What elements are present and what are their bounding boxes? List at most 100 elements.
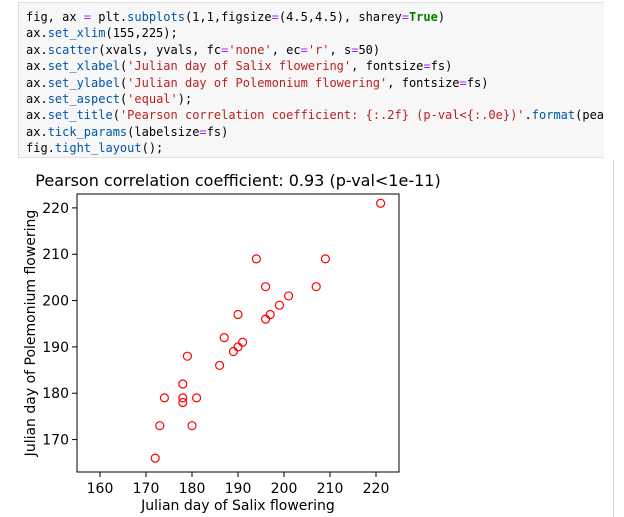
code-token: = [199,124,207,139]
x-tick-label: 160 [87,481,114,497]
data-point [233,309,243,320]
code-token: , fontsize [387,75,460,90]
code-token: ax. [26,75,48,90]
data-point [274,300,284,310]
code-line: ax.set_xlabel('Julian day of Salix flowe… [26,58,604,74]
code-token: 'equal' [127,91,178,106]
code-token: (labelsize [127,124,200,139]
code-token: ) [437,10,446,24]
y-tick-label: 190 [42,340,69,356]
data-point [155,421,165,431]
code-token: set_xlabel [47,59,120,74]
y-tick-label: 220 [42,201,69,217]
data-point [215,360,225,371]
code-line: ax.set_ylabel('Julian day of Polemonium … [26,75,604,91]
code-token: . [524,108,532,123]
code-token: ax. [26,108,48,123]
data-point [228,346,238,357]
code-cell[interactable]: fig, ax = plt.subplots(1,1,figsize=(4.5,… [18,2,604,158]
code-token: subplots [127,10,185,24]
code-token: 50) [358,42,381,57]
data-point [178,397,188,408]
code-token: = [423,59,431,74]
code-token: ( [112,108,120,123]
code-token: , s [329,42,352,57]
code-editor[interactable]: fig, ax = plt.subplots(1,1,figsize=(4.5,… [26,9,604,157]
code-token: set_aspect [47,91,120,106]
code-token: = [300,42,308,57]
code-token: ax. [26,26,48,41]
y-tick-label: 200 [42,294,69,310]
data-point [182,351,192,361]
code-token: True [408,10,438,24]
code-token: , fontsize [351,59,424,74]
data-point [150,453,160,463]
code-line: ax.set_title('Pearson correlation coeffi… [26,107,604,123]
x-tick-label: 200 [271,481,298,497]
code-token: ); [177,91,193,106]
code-line: ax.scatter(xvals, yvals, fc='none', ec='… [26,42,604,58]
code-token: = [459,75,467,90]
code-token: ax. [26,42,48,57]
x-tick-label: 180 [179,481,206,497]
data-point [219,333,229,343]
code-token: (155,225); [105,26,178,41]
cell-output: Pearson correlation coefficient: 0.93 (p… [0,160,612,517]
code-token: = [351,42,359,57]
data-points [150,198,386,463]
code-token: = [83,10,92,24]
data-point [238,337,248,347]
data-point [178,379,188,389]
x-tick-label: 190 [225,481,252,497]
code-token: ax. [26,59,48,74]
data-point [265,309,275,320]
code-token: fig, ax [26,10,84,24]
y-axis-label: Julian day of Polemonium flowering [23,210,39,458]
code-token: 'Julian day of Salix flowering' [127,59,352,74]
code-token: 'Julian day of Polemonium flowering' [127,75,388,90]
plot-frame [76,193,400,473]
x-tick-label: 220 [363,481,390,497]
code-token: ( [119,75,128,90]
data-point [376,198,386,208]
code-token: (1,1,figsize [184,10,272,24]
x-tick-label: 210 [317,481,344,497]
code-token: (pears [575,108,604,123]
code-token: fs) [206,124,229,139]
code-token: ( [119,59,128,74]
code-token: fs) [466,75,489,90]
code-token: tight_layout [54,141,142,156]
code-token: ax. [26,91,48,106]
code-token: = [401,10,409,24]
code-token: (); [141,141,164,156]
code-token: (4.5,4.5), sharey [278,10,402,24]
code-token: format [531,108,576,123]
code-token: (xvals, yvals, fc [98,42,222,57]
data-point [261,282,271,292]
code-token: plt. [91,10,128,24]
x-tick-label: 170 [133,481,160,497]
code-line: fig, ax = plt.subplots(1,1,figsize=(4.5,… [26,9,604,25]
code-line: ax.tick_params(labelsize=fs) [26,124,604,140]
data-point [187,421,197,431]
y-axis: 170 180 190 200 210 220 [42,201,77,449]
code-token: set_title [47,108,113,123]
data-point [320,254,330,264]
code-token: ax. [26,124,48,139]
code-token: = [271,10,279,24]
chart-title: Pearson correlation coefficient: 0.93 (p… [35,171,440,190]
code-token: 'Pearson correlation coefficient: {:.2f}… [119,108,525,123]
code-token: set_xlim [47,26,106,41]
data-point [159,393,169,403]
code-token: set_ylabel [47,75,120,90]
code-line: fig.tight_layout(); [26,140,604,156]
x-axis: 160 170 180 190 200 210 220 [87,472,390,497]
code-line: ax.set_xlim(155,225); [26,25,604,41]
code-token: 'none' [228,42,272,57]
y-tick-label: 180 [42,386,69,402]
code-line: ax.set_aspect('equal'); [26,91,604,107]
scatter-plot: Pearson correlation coefficient: 0.93 (p… [23,171,441,514]
code-token: ( [119,91,128,106]
data-point [311,282,321,292]
code-token: fig. [26,141,55,156]
